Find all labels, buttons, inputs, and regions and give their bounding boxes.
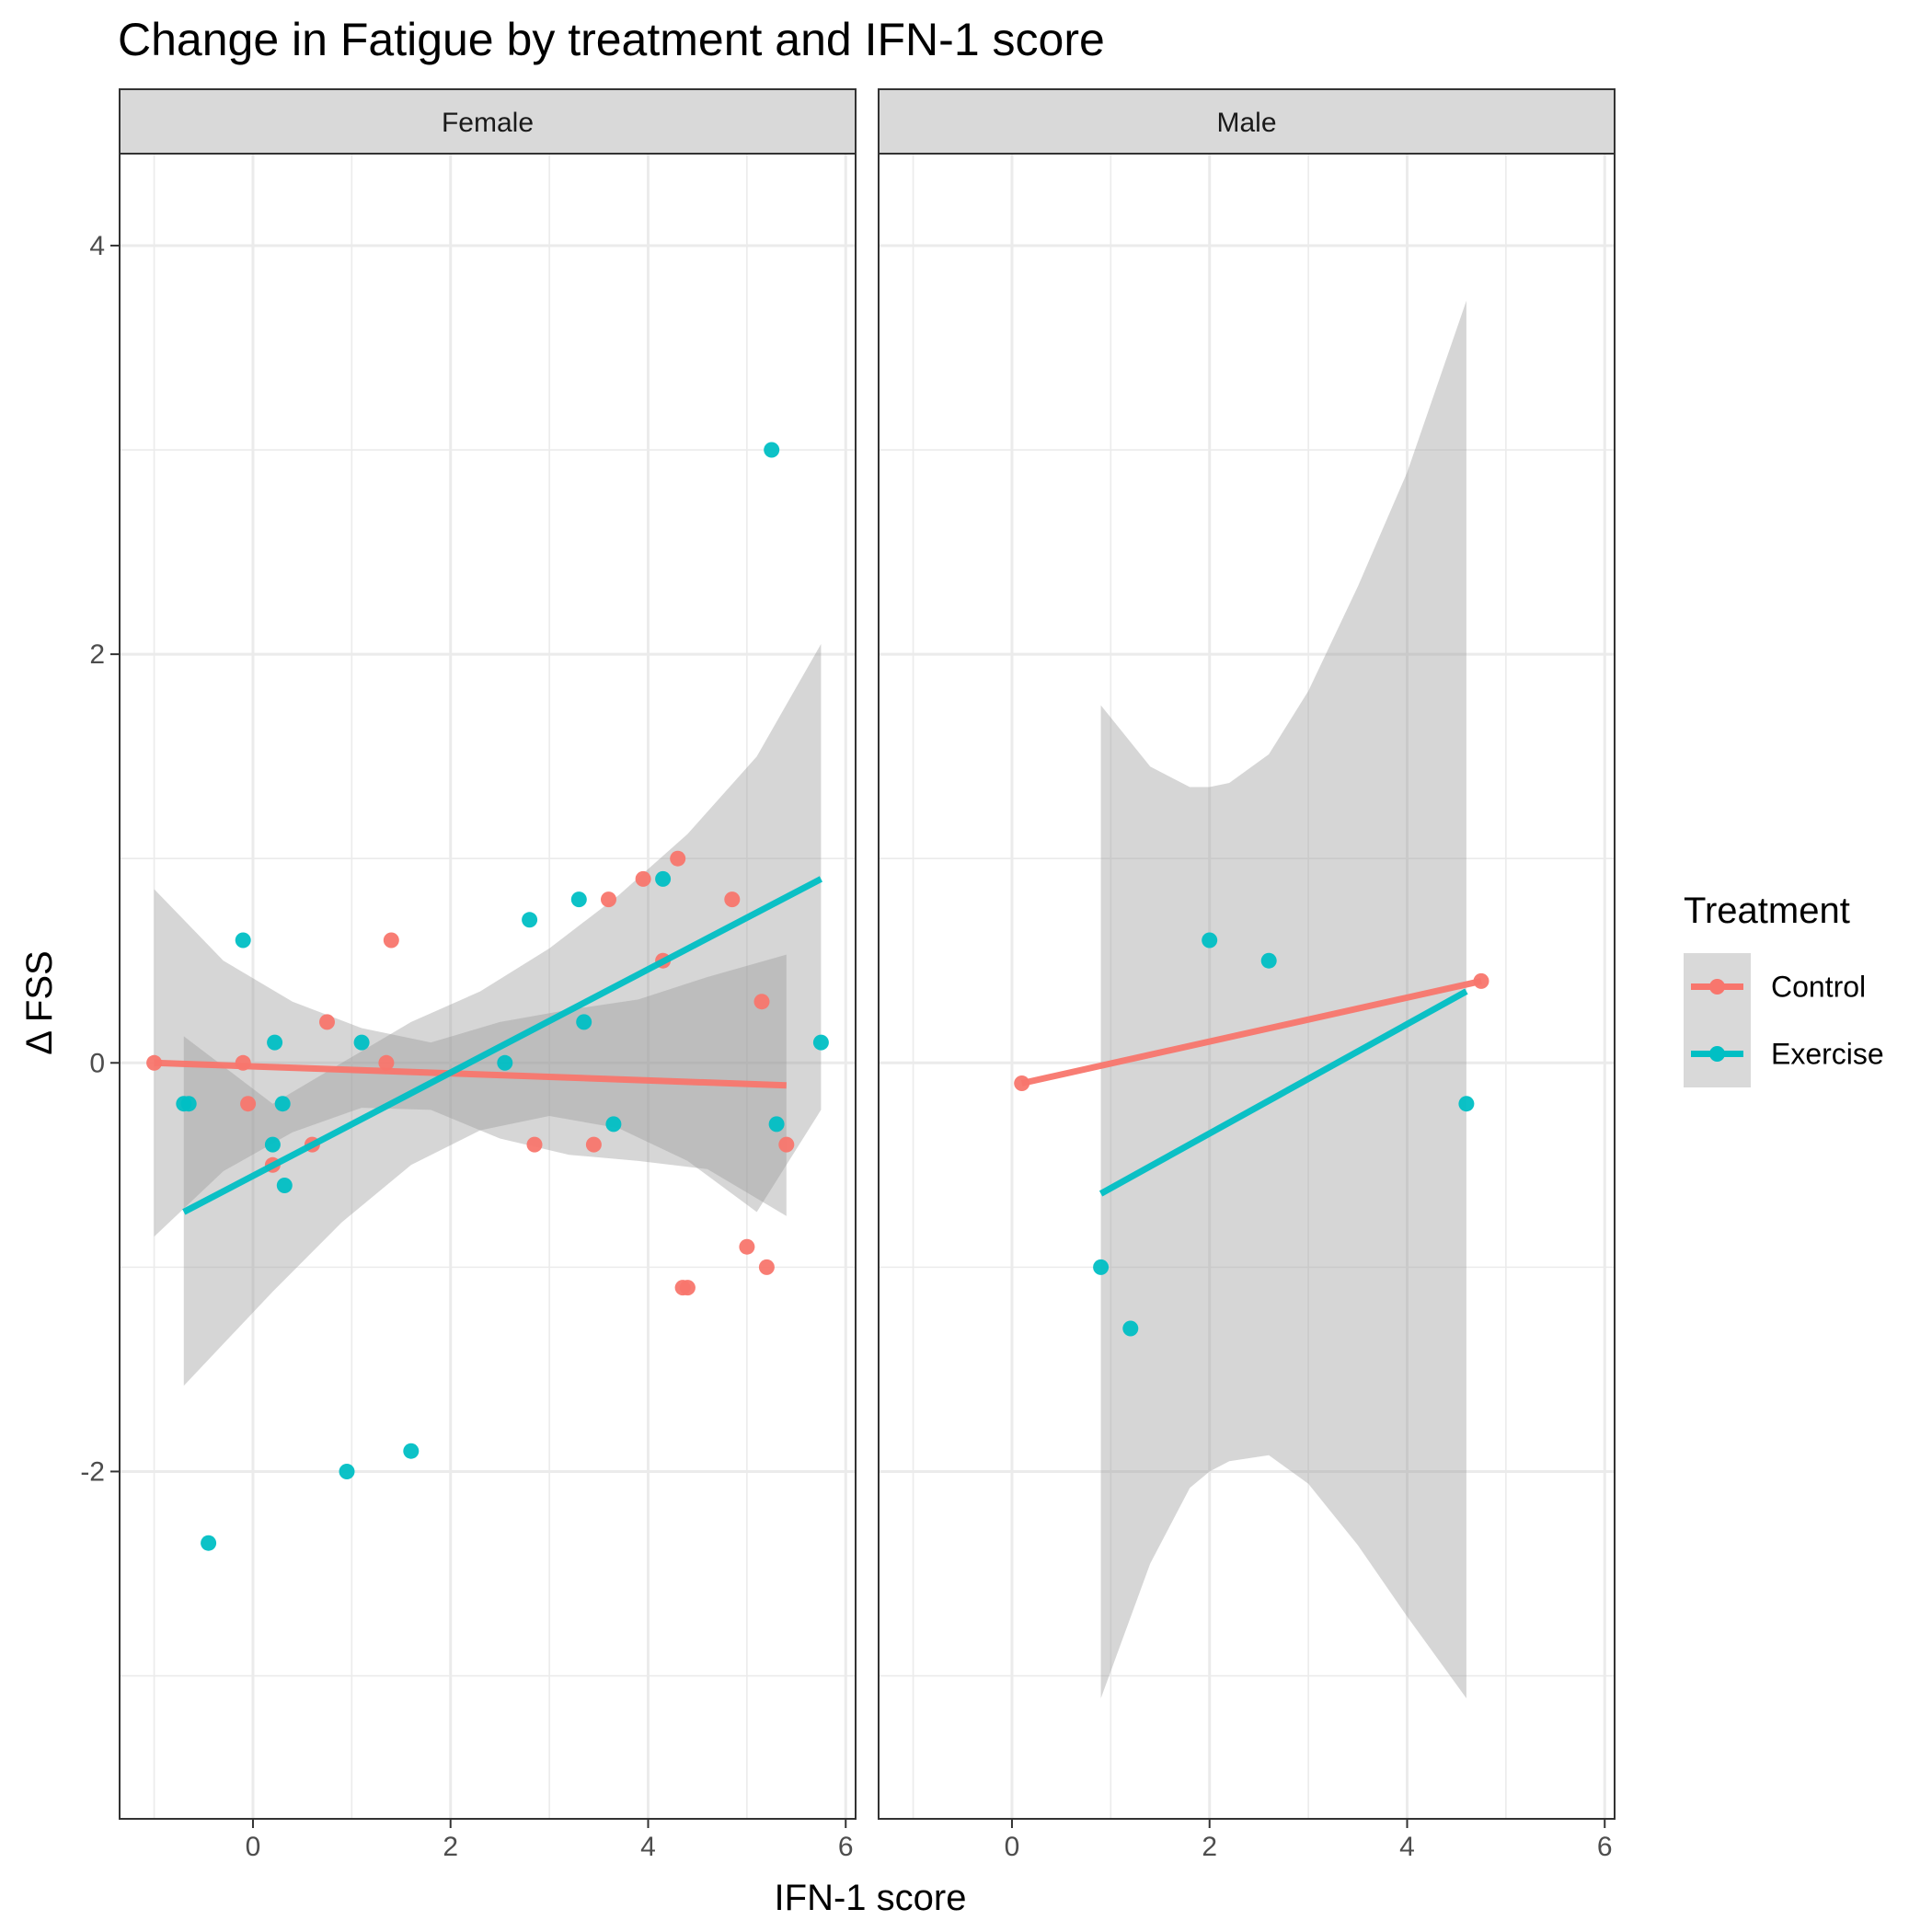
data-point-exercise [180,1096,197,1112]
fit-line-exercise [182,876,823,1215]
y-tick-label: 4 [89,231,105,261]
data-point-control [758,1259,775,1275]
legend-title: Treatment [1684,891,1850,931]
panel-male: Male 0 2 4 6 [878,88,1616,1862]
fit-line-exercise [1098,988,1468,1197]
data-point-exercise [768,1116,785,1133]
data-point-control [526,1136,543,1153]
legend-key-point-exercise [1709,1046,1725,1062]
data-point-control [585,1136,602,1153]
facet-strip-label: Male [1216,108,1276,138]
data-point-exercise [764,442,780,458]
fit-line-control [1020,977,1482,1087]
legend-label-control: Control [1771,971,1866,1004]
confidence-band-exercise [183,644,822,1386]
legend-key-point-control [1709,979,1725,995]
data-point-exercise [1260,952,1277,969]
data-point-exercise [276,1178,293,1193]
x-tick-label: 4 [1399,1832,1415,1862]
y-axis-title: Δ FSS [19,950,60,1054]
legend: Treatment Control Exercise [1684,891,1884,1087]
data-point-exercise [605,1116,622,1133]
chart-title: Change in Fatigue by treatment and IFN-1… [118,14,1105,65]
data-point-control [724,891,741,908]
data-point-exercise [576,1014,592,1030]
data-point-exercise [353,1034,370,1051]
data-point-exercise [812,1034,829,1051]
panel-background [879,154,1615,1819]
data-point-exercise [1458,1096,1475,1112]
x-tick-label: 2 [1202,1832,1217,1862]
data-point-control [319,1014,335,1030]
data-point-exercise [274,1096,291,1112]
x-tick-label: 6 [838,1832,854,1862]
x-tick-label: 2 [443,1832,458,1862]
y-tick-label: -2 [80,1456,105,1487]
confidence-band-exercise [1100,300,1466,1698]
data-point-exercise [570,891,587,908]
data-point-exercise [1202,932,1218,949]
data-point-control [378,1054,395,1071]
data-point-exercise [235,932,251,949]
data-point-exercise [655,870,672,887]
y-tick-label: 2 [89,639,105,670]
data-point-control [739,1238,755,1255]
data-point-exercise [522,912,538,928]
data-point-exercise [1093,1259,1110,1275]
x-tick-label: 6 [1597,1832,1613,1862]
data-point-control [635,870,651,887]
data-point-exercise [339,1464,355,1479]
data-point-exercise [1122,1320,1139,1337]
data-point-exercise [267,1034,283,1051]
data-point-control [753,994,770,1010]
data-point-control [383,932,399,949]
data-point-exercise [497,1054,513,1071]
data-point-control [778,1136,795,1153]
data-point-exercise [201,1535,217,1551]
panel-background [120,154,856,1819]
panel-female: Female 0 2 4 6 -2 0 2 4 [80,88,857,1862]
x-tick-label: 0 [246,1832,261,1862]
data-point-control [601,891,616,908]
data-point-control [679,1280,696,1296]
data-point-control [670,850,686,867]
x-tick-label: 4 [640,1832,656,1862]
data-point-exercise [403,1443,420,1459]
fit-line-control [154,1059,787,1089]
x-tick-label: 0 [1005,1832,1020,1862]
data-point-exercise [264,1136,281,1153]
x-axis-title: IFN-1 score [775,1878,967,1918]
data-point-control [240,1096,257,1112]
facet-strip [878,88,1616,155]
facet-strip-label: Female [442,108,534,138]
legend-label-exercise: Exercise [1771,1038,1884,1071]
facet-strip [119,88,857,155]
y-tick-label: 0 [89,1048,105,1078]
